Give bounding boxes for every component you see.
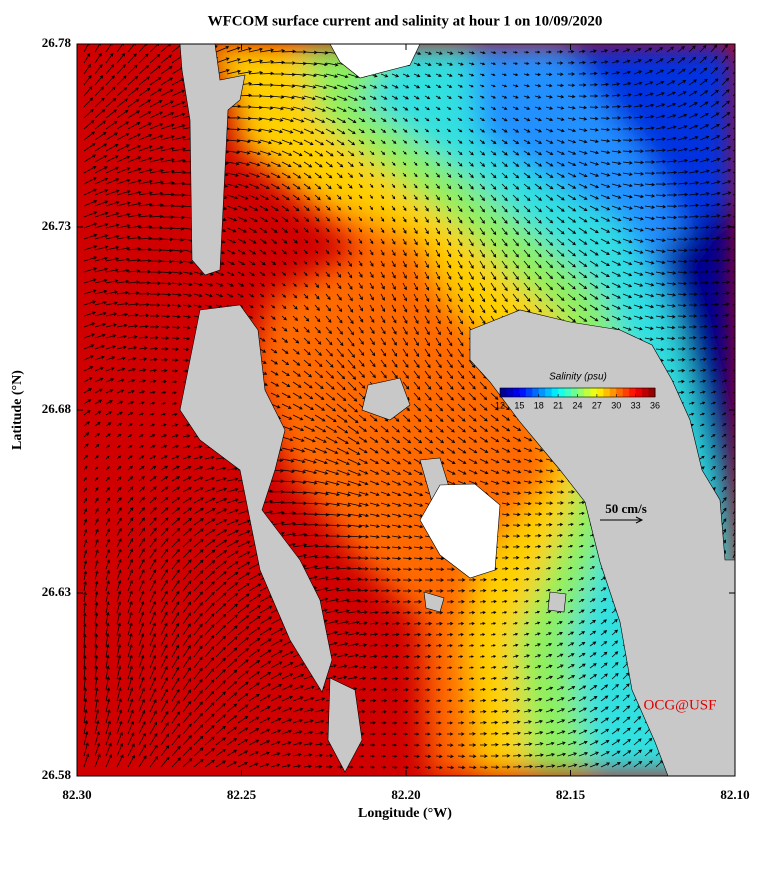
x-tick-label: 82.25 — [227, 787, 257, 802]
colorbar-swatch — [519, 388, 527, 397]
land — [179, 44, 735, 776]
colorbar-swatch — [538, 388, 546, 397]
colorbar-swatch — [642, 388, 650, 397]
colorbar-swatch — [648, 388, 656, 397]
colorbar-tick-label: 15 — [514, 400, 524, 410]
colorbar-swatch — [616, 388, 624, 397]
colorbar-swatch — [564, 388, 572, 397]
salinity-field — [77, 44, 735, 776]
x-tick-label: 82.15 — [556, 787, 586, 802]
colorbar-swatch — [532, 388, 540, 397]
colorbar-swatch — [590, 388, 598, 397]
colorbar-tick-label: 21 — [553, 400, 563, 410]
colorbar-swatch — [603, 388, 611, 397]
colorbar-tick-label: 24 — [572, 400, 582, 410]
y-axis-label: Latitude (°N) — [10, 370, 25, 450]
colorbar-swatch — [609, 388, 617, 397]
colorbar-swatch — [506, 388, 514, 397]
y-tick-label: 26.68 — [42, 401, 72, 416]
title: WFCOM surface current and salinity at ho… — [208, 13, 603, 29]
colorbar-swatch — [571, 388, 578, 397]
colorbar-swatch — [500, 388, 507, 397]
colorbar-swatch — [577, 388, 585, 397]
x-tick-label: 82.30 — [62, 787, 91, 802]
colorbar: Salinity (psu) 12 15 18 21 24 27 30 33 36 — [495, 372, 660, 411]
colorbar-swatch — [525, 388, 533, 397]
colorbar-swatch — [558, 388, 566, 397]
y-tick-label: 26.58 — [42, 767, 72, 782]
colorbar-title: Salinity (psu) — [549, 372, 607, 383]
colorbar-tick-label: 30 — [611, 400, 621, 410]
colorbar-swatch — [635, 388, 643, 397]
colorbar-swatch — [622, 388, 630, 397]
x-axis-label: Longitude (°W) — [358, 806, 452, 821]
colorbar-tick-label: 27 — [592, 400, 602, 410]
y-tick-label: 26.73 — [42, 218, 72, 233]
credit: OCG@USF — [643, 697, 716, 713]
scale-label: 50 cm/s — [605, 501, 647, 516]
colorbar-tick-label: 18 — [534, 400, 544, 410]
colorbar-swatch — [545, 388, 553, 397]
colorbar-tick-label: 33 — [631, 400, 641, 410]
colorbar-swatch — [596, 388, 604, 397]
colorbar-tick-label: 36 — [650, 400, 660, 410]
y-tick-label: 26.78 — [42, 35, 72, 50]
colorbar-tick-label: 12 — [495, 400, 505, 410]
colorbar-swatch — [512, 388, 520, 397]
colorbar-swatch — [551, 388, 559, 397]
x-tick-label: 82.20 — [391, 787, 420, 802]
x-tick-label: 82.10 — [720, 787, 749, 802]
colorbar-swatch — [629, 388, 637, 397]
scale-arrow — [600, 516, 644, 524]
y-tick-label: 26.63 — [42, 584, 72, 599]
colorbar-swatch — [583, 388, 591, 397]
